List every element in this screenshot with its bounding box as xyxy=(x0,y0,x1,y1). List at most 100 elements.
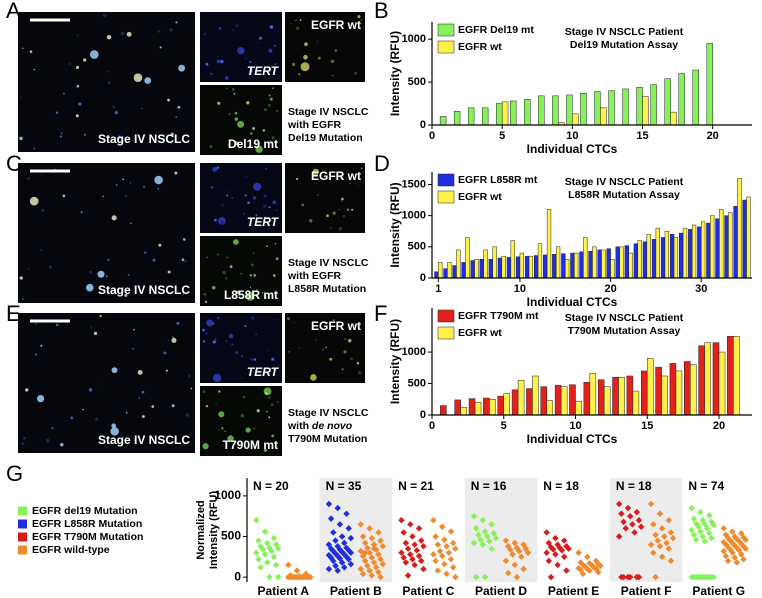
chart-annotation: Stage IV NSCLC Patient xyxy=(565,312,684,324)
cell-spot xyxy=(220,59,224,64)
data-point xyxy=(558,547,566,554)
cell-spot xyxy=(263,216,267,220)
data-point xyxy=(441,536,448,543)
data-point xyxy=(307,573,314,581)
legend-swatch xyxy=(437,326,455,340)
data-point xyxy=(656,543,664,550)
bar xyxy=(728,212,733,279)
cell-spot xyxy=(249,274,253,277)
cell-spot xyxy=(89,50,99,59)
data-point xyxy=(413,547,421,554)
cell-spot xyxy=(167,339,170,342)
cell-spot xyxy=(114,111,118,115)
bar xyxy=(594,91,601,126)
data-point xyxy=(586,567,593,574)
cell-spot xyxy=(250,263,254,267)
bar xyxy=(515,256,521,279)
data-point xyxy=(370,545,378,552)
cell-spot xyxy=(228,190,231,193)
cell-spot xyxy=(143,185,145,188)
data-point xyxy=(432,557,439,565)
group-count: N = 74 xyxy=(688,479,724,493)
bar xyxy=(697,226,702,279)
cell-spot xyxy=(120,31,125,36)
data-point xyxy=(447,556,455,563)
data-point xyxy=(552,534,559,542)
cell-spot xyxy=(218,411,225,418)
y-tick-label: 0 xyxy=(420,409,426,421)
bar xyxy=(632,390,640,416)
cell-spot xyxy=(144,77,152,84)
bar xyxy=(434,271,439,279)
cell-spot xyxy=(249,286,252,288)
bar xyxy=(503,393,511,416)
bar xyxy=(524,99,531,126)
data-point xyxy=(484,533,491,540)
y-axis-label: Normalized xyxy=(195,500,207,559)
cell-spot xyxy=(217,429,220,431)
cell-spot xyxy=(271,434,275,438)
cell-spot xyxy=(241,49,244,53)
data-point xyxy=(504,569,512,577)
data-point xyxy=(347,560,355,568)
cell-spot xyxy=(102,195,104,198)
bar xyxy=(669,363,677,416)
cell-spot xyxy=(321,348,325,351)
data-point xyxy=(545,557,553,565)
bar xyxy=(712,342,720,416)
data-point xyxy=(443,543,450,550)
cell-spot xyxy=(170,132,174,136)
cell-spot xyxy=(210,185,214,189)
bar xyxy=(460,407,467,416)
cell-spot xyxy=(240,377,243,379)
micrograph xyxy=(200,163,282,233)
data-point xyxy=(411,561,418,569)
bar xyxy=(570,252,575,279)
panel-label: A xyxy=(6,0,21,23)
micrograph-label: TERT xyxy=(247,64,280,78)
data-point xyxy=(289,573,296,581)
cell-spot xyxy=(22,298,24,300)
data-point xyxy=(330,529,337,536)
data-point xyxy=(731,554,738,561)
y-axis-label: Intensity (RFU) xyxy=(388,182,402,267)
data-point xyxy=(404,545,412,552)
cell-spot xyxy=(245,447,247,449)
cell-spot xyxy=(263,448,268,452)
cell-spot xyxy=(182,293,184,295)
cell-spot xyxy=(295,27,299,30)
bar xyxy=(583,237,588,279)
data-point xyxy=(443,570,450,578)
cell-spot xyxy=(274,62,277,66)
data-point xyxy=(330,557,337,565)
data-point xyxy=(430,517,437,524)
data-point xyxy=(701,573,709,581)
bar xyxy=(561,253,566,279)
cell-spot xyxy=(212,340,216,344)
y-tick-label: 500 xyxy=(221,529,241,543)
data-point xyxy=(615,500,623,508)
cell-spot xyxy=(246,101,250,105)
data-point xyxy=(370,559,378,566)
cell-spot xyxy=(304,42,308,46)
bar xyxy=(704,342,711,416)
x-tick-label: Patient E xyxy=(548,584,599,598)
cell-spot xyxy=(76,34,79,37)
data-point xyxy=(436,547,444,555)
cell-spot xyxy=(55,323,59,327)
cell-spot xyxy=(141,107,143,110)
data-point xyxy=(338,533,346,540)
cell-spot xyxy=(331,74,334,77)
bar xyxy=(715,218,720,279)
micrograph-label: TERT xyxy=(247,215,280,229)
cell-spot xyxy=(231,343,234,346)
bar xyxy=(510,100,517,126)
bar xyxy=(692,69,699,126)
group-shade xyxy=(319,478,393,582)
data-point xyxy=(706,530,713,537)
micrograph xyxy=(18,313,195,453)
data-point xyxy=(409,556,416,563)
bar xyxy=(467,107,475,126)
legend-swatch xyxy=(18,545,27,555)
cell-spot xyxy=(122,178,124,181)
